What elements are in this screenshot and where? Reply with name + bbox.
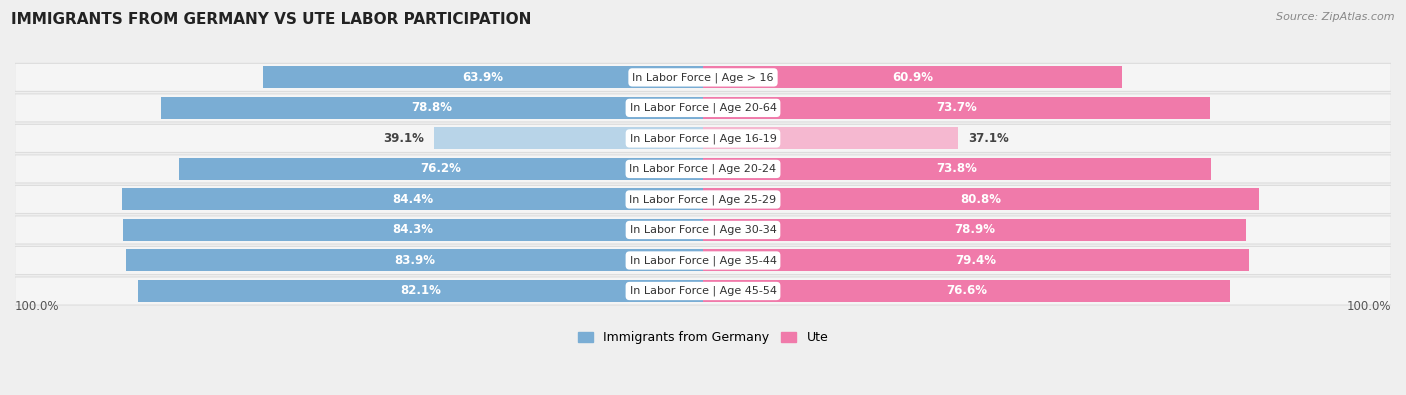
- Bar: [703, 250, 1250, 271]
- Text: 83.9%: 83.9%: [394, 254, 434, 267]
- Text: 60.9%: 60.9%: [891, 71, 934, 84]
- Text: 76.2%: 76.2%: [420, 162, 461, 175]
- Bar: [703, 66, 1122, 88]
- Text: In Labor Force | Age 20-24: In Labor Force | Age 20-24: [630, 164, 776, 174]
- Text: 78.9%: 78.9%: [953, 224, 995, 237]
- Bar: [703, 97, 1211, 119]
- Bar: [125, 250, 703, 271]
- Bar: [703, 188, 1258, 211]
- FancyBboxPatch shape: [14, 155, 1392, 183]
- Text: In Labor Force | Age 25-29: In Labor Force | Age 25-29: [630, 194, 776, 205]
- FancyBboxPatch shape: [14, 185, 1392, 213]
- Bar: [703, 158, 1211, 180]
- Text: IMMIGRANTS FROM GERMANY VS UTE LABOR PARTICIPATION: IMMIGRANTS FROM GERMANY VS UTE LABOR PAR…: [11, 12, 531, 27]
- Bar: [703, 128, 959, 149]
- Text: 82.1%: 82.1%: [401, 284, 441, 297]
- Text: 80.8%: 80.8%: [960, 193, 1001, 206]
- Text: 63.9%: 63.9%: [463, 71, 503, 84]
- Text: 73.8%: 73.8%: [936, 162, 977, 175]
- Bar: [160, 97, 703, 119]
- Bar: [703, 219, 1246, 241]
- Text: In Labor Force | Age 45-54: In Labor Force | Age 45-54: [630, 286, 776, 296]
- FancyBboxPatch shape: [14, 63, 1392, 91]
- Text: 100.0%: 100.0%: [15, 300, 59, 313]
- Text: In Labor Force | Age 16-19: In Labor Force | Age 16-19: [630, 133, 776, 144]
- Bar: [138, 280, 703, 302]
- Bar: [122, 188, 703, 211]
- FancyBboxPatch shape: [14, 94, 1392, 122]
- Bar: [703, 280, 1230, 302]
- Text: 76.6%: 76.6%: [946, 284, 987, 297]
- Text: In Labor Force | Age 35-44: In Labor Force | Age 35-44: [630, 255, 776, 266]
- Legend: Immigrants from Germany, Ute: Immigrants from Germany, Ute: [572, 326, 834, 349]
- Bar: [122, 219, 703, 241]
- Text: 39.1%: 39.1%: [382, 132, 423, 145]
- Text: In Labor Force | Age 20-64: In Labor Force | Age 20-64: [630, 103, 776, 113]
- Text: 100.0%: 100.0%: [1347, 300, 1391, 313]
- Bar: [179, 158, 703, 180]
- Text: 73.7%: 73.7%: [936, 102, 977, 115]
- FancyBboxPatch shape: [14, 277, 1392, 305]
- FancyBboxPatch shape: [14, 216, 1392, 244]
- Text: 84.3%: 84.3%: [392, 224, 433, 237]
- Text: Source: ZipAtlas.com: Source: ZipAtlas.com: [1277, 12, 1395, 22]
- Text: 84.4%: 84.4%: [392, 193, 433, 206]
- Text: 79.4%: 79.4%: [956, 254, 997, 267]
- Bar: [263, 66, 703, 88]
- Text: In Labor Force | Age 30-34: In Labor Force | Age 30-34: [630, 225, 776, 235]
- Text: 37.1%: 37.1%: [969, 132, 1010, 145]
- Bar: [434, 128, 703, 149]
- FancyBboxPatch shape: [14, 124, 1392, 152]
- Text: In Labor Force | Age > 16: In Labor Force | Age > 16: [633, 72, 773, 83]
- Text: 78.8%: 78.8%: [412, 102, 453, 115]
- FancyBboxPatch shape: [14, 246, 1392, 275]
